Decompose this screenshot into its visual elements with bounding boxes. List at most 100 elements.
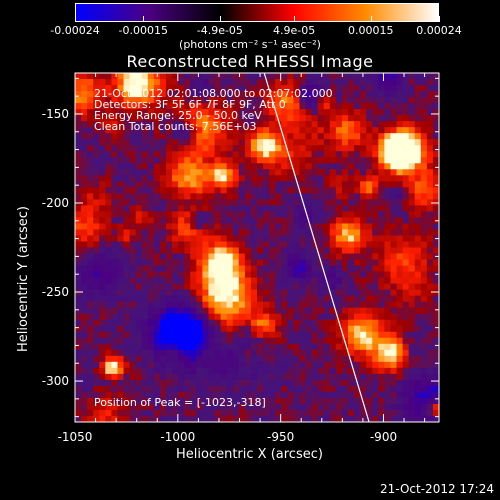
image-pixel	[196, 217, 203, 224]
image-pixel	[366, 139, 373, 146]
image-pixel	[123, 91, 131, 98]
image-pixel	[420, 397, 428, 405]
image-pixel	[293, 97, 300, 104]
image-pixel	[263, 331, 270, 339]
image-pixel	[432, 319, 439, 327]
image-pixel	[263, 109, 270, 116]
image-pixel	[372, 121, 379, 128]
image-pixel	[147, 199, 155, 206]
image-pixel	[153, 157, 161, 164]
image-pixel	[232, 403, 240, 411]
image-pixel	[105, 223, 112, 230]
image-pixel	[299, 247, 307, 255]
image-pixel	[281, 409, 288, 417]
image-pixel	[184, 109, 191, 116]
image-pixel	[287, 349, 294, 357]
image-pixel	[335, 217, 343, 224]
image-pixel	[208, 391, 216, 399]
image-pixel	[317, 211, 325, 218]
image-pixel	[99, 343, 106, 351]
image-pixel	[93, 373, 100, 381]
image-pixel	[172, 283, 179, 291]
image-pixel	[214, 73, 222, 80]
image-pixel	[275, 241, 282, 248]
image-pixel	[220, 223, 228, 230]
image-pixel	[226, 73, 234, 80]
image-pixel	[293, 235, 300, 242]
image-pixel	[378, 385, 385, 393]
image-pixel	[372, 319, 379, 327]
image-pixel	[135, 385, 143, 393]
image-pixel	[420, 127, 428, 134]
image-pixel	[384, 349, 391, 357]
image-pixel	[238, 373, 246, 381]
image-pixel	[238, 289, 246, 297]
image-pixel	[153, 301, 161, 309]
image-pixel	[238, 199, 246, 206]
image-pixel	[384, 211, 391, 218]
image-pixel	[341, 301, 349, 309]
image-pixel	[335, 277, 343, 285]
image-pixel	[257, 85, 264, 92]
image-pixel	[117, 79, 125, 86]
image-pixel	[172, 415, 179, 422]
image-pixel	[220, 397, 228, 405]
colorbar-tick	[75, 16, 76, 22]
image-pixel	[329, 73, 337, 80]
image-pixel	[172, 79, 179, 86]
image-pixel	[366, 289, 373, 297]
image-pixel	[390, 289, 398, 297]
image-pixel	[214, 331, 222, 339]
detectors-label: Detectors: 3F 5F 6F 7F 8F 9F, Att 0	[94, 98, 286, 111]
image-pixel	[123, 289, 131, 297]
image-pixel	[75, 397, 82, 405]
image-pixel	[135, 223, 143, 230]
image-pixel	[166, 367, 173, 375]
image-pixel	[232, 205, 240, 212]
image-pixel	[123, 181, 131, 188]
image-pixel	[135, 115, 143, 122]
image-pixel	[323, 361, 331, 369]
image-pixel	[384, 97, 391, 104]
image-pixel	[329, 313, 337, 321]
image-pixel	[81, 259, 88, 267]
image-pixel	[281, 415, 288, 422]
image-pixel	[87, 181, 94, 188]
image-pixel	[250, 85, 258, 92]
image-pixel	[117, 97, 125, 104]
image-pixel	[220, 85, 228, 92]
image-pixel	[287, 301, 294, 309]
image-pixel	[178, 331, 185, 339]
image-pixel	[141, 325, 149, 333]
image-pixel	[305, 301, 313, 309]
image-pixel	[360, 283, 367, 291]
image-pixel	[396, 301, 404, 309]
image-pixel	[299, 235, 307, 242]
image-pixel	[220, 415, 228, 422]
image-pixel	[238, 121, 246, 128]
image-pixel	[432, 409, 439, 417]
image-pixel	[226, 151, 234, 158]
image-pixel	[166, 145, 173, 152]
image-pixel	[354, 301, 361, 309]
image-pixel	[123, 397, 131, 405]
image-pixel	[420, 97, 428, 104]
image-pixel	[366, 247, 373, 255]
image-pixel	[396, 175, 404, 182]
image-pixel	[317, 115, 325, 122]
image-pixel	[166, 79, 173, 86]
image-pixel	[141, 331, 149, 339]
image-pixel	[323, 217, 331, 224]
image-pixel	[341, 103, 349, 110]
image-pixel	[117, 157, 125, 164]
image-pixel	[105, 367, 112, 375]
image-pixel	[196, 169, 203, 176]
image-pixel	[250, 91, 258, 98]
image-pixel	[341, 349, 349, 357]
image-pixel	[232, 139, 240, 146]
image-pixel	[190, 343, 197, 351]
image-pixel	[87, 331, 94, 339]
image-pixel	[341, 379, 349, 387]
image-pixel	[81, 187, 88, 194]
image-pixel	[341, 331, 349, 339]
